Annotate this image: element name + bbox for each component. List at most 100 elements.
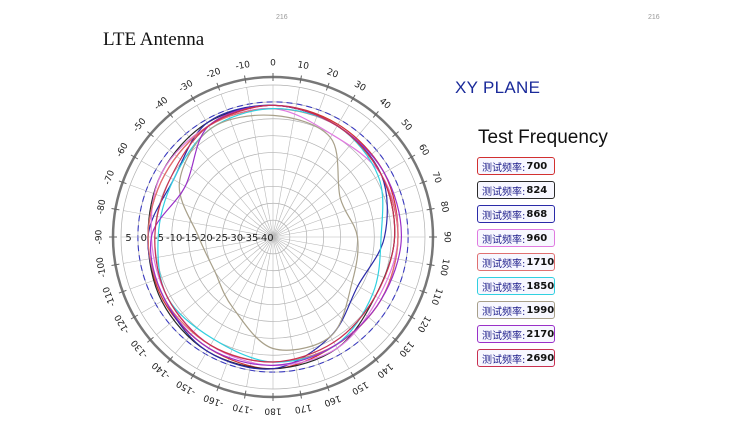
- angle-tick-mark: [419, 289, 428, 294]
- grid-spoke: [272, 236, 350, 369]
- radial-tick-label: -40: [257, 233, 273, 244]
- grid-spoke: [272, 236, 405, 314]
- angle-tick-label: 80: [438, 200, 450, 213]
- legend-item-label: 测试频率:: [482, 258, 526, 270]
- angle-tick-mark: [190, 94, 196, 103]
- grid-spoke: [196, 236, 274, 369]
- legend-item-960: 测试频率: 960: [477, 229, 555, 247]
- grid-spoke: [272, 236, 423, 264]
- angle-tick-mark: [111, 208, 120, 211]
- angle-tick-label: -40: [153, 95, 171, 112]
- legend-item-value: 2170: [526, 328, 555, 340]
- angle-tick-label: 110: [428, 287, 443, 307]
- angle-tick-mark: [118, 180, 127, 185]
- angle-tick-mark: [392, 131, 399, 138]
- angle-tick-label: -20: [205, 67, 222, 82]
- grid-spoke: [272, 94, 326, 238]
- grid-spoke: [272, 236, 390, 335]
- radial-tick-label: -15: [181, 233, 197, 244]
- legend-item-value: 868: [526, 208, 548, 220]
- angle-tick-label: 120: [414, 314, 431, 334]
- angle-tick-label: 150: [350, 379, 370, 396]
- angle-tick-label: 40: [377, 97, 392, 112]
- legend-item-label: 测试频率:: [482, 234, 526, 246]
- angle-tick-label: -80: [96, 198, 108, 214]
- angle-tick-label: -50: [132, 116, 149, 134]
- angle-tick-mark: [147, 336, 154, 343]
- angle-tick-mark: [426, 263, 435, 266]
- angle-tick-label: -110: [102, 285, 118, 308]
- grid-spoke: [272, 87, 300, 238]
- angle-tick-mark: [244, 75, 247, 84]
- angle-tick-label: -100: [95, 256, 108, 278]
- angle-tick-label: 50: [398, 118, 413, 133]
- angle-tick-mark: [325, 383, 330, 392]
- legend-item-1990: 测试频率: 1990: [477, 301, 555, 319]
- radial-tick-label: -30: [227, 233, 243, 244]
- angle-tick-label: 70: [429, 171, 442, 185]
- grid-spoke: [220, 236, 274, 380]
- legend-item-label: 测试频率:: [482, 354, 526, 366]
- grid-spoke: [156, 139, 274, 238]
- grid-spoke: [196, 105, 274, 238]
- angle-tick-mark: [350, 94, 356, 103]
- legend-item-value: 824: [526, 184, 548, 196]
- legend-item-label: 测试频率:: [482, 330, 526, 342]
- legend: 测试频率: 700 测试频率: 824 测试频率: 868 测试频率: 960 测试频率: 171…: [477, 157, 567, 373]
- angle-tick-mark: [147, 131, 154, 138]
- angle-tick-mark: [372, 356, 379, 363]
- angle-tick-label: 140: [375, 361, 395, 380]
- series-1990-line: [178, 114, 359, 351]
- legend-item-868: 测试频率: 868: [477, 205, 555, 223]
- legend-item-value: 1850: [526, 280, 555, 292]
- angle-tick-label: -120: [113, 312, 132, 335]
- angle-tick-label: 180: [264, 406, 281, 416]
- grid-spoke: [272, 236, 416, 290]
- angle-tick-label: -70: [103, 169, 118, 186]
- angle-tick-label: 10: [297, 60, 310, 72]
- legend-item-value: 2690: [526, 352, 555, 364]
- angle-tick-mark: [190, 371, 196, 380]
- radial-tick-label: -10: [166, 233, 182, 244]
- angle-tick-mark: [167, 356, 174, 363]
- angle-tick-label: -160: [202, 392, 225, 408]
- angle-tick-label: 60: [416, 143, 431, 158]
- angle-tick-label: 20: [325, 67, 339, 80]
- radial-tick-label: -35: [242, 233, 258, 244]
- angle-tick-label: 170: [294, 401, 313, 414]
- angle-tick-mark: [392, 336, 399, 343]
- legend-item-value: 700: [526, 160, 548, 172]
- legend-item-value: 960: [526, 232, 548, 244]
- grid-spoke: [175, 236, 274, 354]
- angle-tick-label: 160: [322, 392, 342, 407]
- plane-label: XY PLANE: [455, 78, 541, 97]
- angle-tick-mark: [325, 82, 330, 91]
- angle-tick-label: -150: [175, 378, 198, 397]
- grid-spoke: [141, 160, 274, 238]
- legend-item-700: 测试频率: 700: [477, 157, 555, 175]
- angle-tick-mark: [244, 390, 247, 399]
- grid-spoke: [272, 210, 423, 238]
- radial-tick-label: -20: [196, 233, 212, 244]
- angle-tick-mark: [216, 82, 221, 91]
- grid-spoke: [272, 184, 416, 238]
- radial-tick-label: 0: [141, 233, 147, 244]
- angle-tick-mark: [130, 314, 139, 320]
- angle-tick-mark: [118, 289, 127, 294]
- angle-tick-mark: [111, 263, 120, 266]
- radial-tick-label: 5: [125, 233, 131, 244]
- grid-spoke: [246, 87, 274, 238]
- legend-item-label: 测试频率:: [482, 186, 526, 198]
- legend-item-label: 测试频率:: [482, 162, 526, 174]
- chart-title: LTE Antenna: [103, 29, 205, 50]
- angle-tick-label: -130: [130, 337, 151, 359]
- angle-tick-label: -30: [177, 79, 195, 95]
- legend-item-2170: 测试频率: 2170: [477, 325, 555, 343]
- legend-item-1710: 测试频率: 1710: [477, 253, 555, 271]
- angle-tick-label: -60: [115, 141, 131, 159]
- angle-tick-mark: [167, 111, 174, 118]
- angle-tick-label: -170: [232, 401, 254, 414]
- angle-tick-label: 0: [270, 59, 276, 69]
- radial-tick-label: -25: [212, 233, 228, 244]
